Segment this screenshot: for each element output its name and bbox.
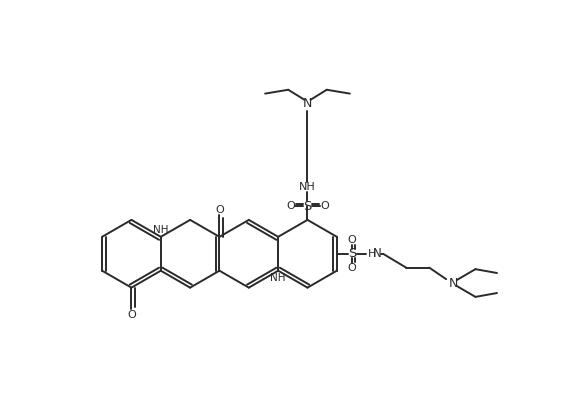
Text: NH: NH [299,182,316,192]
Text: O: O [348,263,357,273]
Text: N: N [303,97,312,110]
Text: O: O [127,310,136,320]
Text: N: N [373,247,382,260]
Text: S: S [348,247,357,260]
Text: S: S [303,199,312,213]
Text: O: O [348,235,357,245]
Text: NH: NH [271,273,286,283]
Text: N: N [449,276,458,290]
Text: H: H [368,249,376,259]
Text: O: O [215,205,224,215]
Text: NH: NH [153,225,169,235]
Text: O: O [320,201,329,211]
Text: O: O [286,201,295,211]
